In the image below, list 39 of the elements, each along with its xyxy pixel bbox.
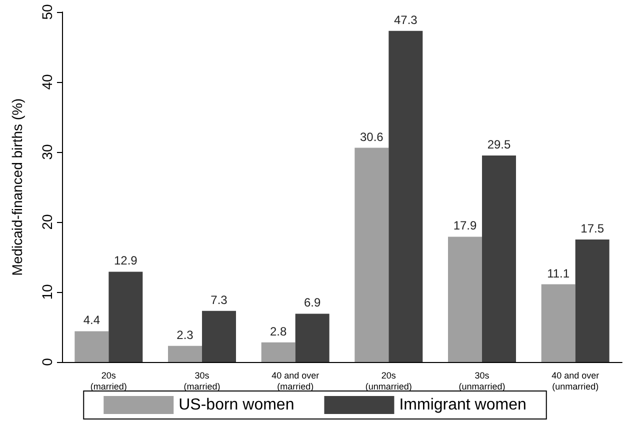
bar (74, 331, 109, 362)
data-label: 6.9 (304, 296, 321, 310)
data-label: 4.4 (83, 313, 100, 328)
data-label: 2.3 (176, 328, 194, 342)
legend-label: US-born women (178, 396, 294, 414)
bar (388, 30, 423, 362)
y-tick-label: 20 (39, 214, 55, 230)
y-tick-label: 40 (39, 74, 55, 90)
bar (261, 342, 296, 362)
data-label: 11.1 (547, 266, 570, 280)
y-tick-label: 50 (39, 4, 55, 20)
bar (575, 240, 610, 362)
x-tick-label: 20s (unmarried) (365, 370, 412, 392)
data-label: 17.9 (453, 218, 477, 233)
bar (354, 148, 389, 362)
bar (295, 314, 330, 362)
data-label: 30.6 (360, 130, 384, 144)
bar (168, 346, 202, 362)
bar (202, 310, 236, 362)
data-label: 12.9 (114, 254, 138, 268)
x-tick-label: 40 and over (married) (272, 370, 320, 392)
y-tick-label: 30 (39, 144, 55, 160)
data-label: 2.8 (270, 324, 287, 338)
data-label: 7.3 (210, 292, 228, 307)
bar (541, 284, 576, 362)
x-tick-label: 30s (unmarried) (458, 370, 506, 392)
y-tick-label: 10 (39, 284, 55, 300)
data-label: 17.5 (580, 222, 604, 236)
bar (482, 156, 516, 362)
x-tick-label: 30s (married) (184, 370, 220, 392)
legend-label: Immigrant women (399, 396, 526, 414)
data-label: 29.5 (487, 138, 511, 152)
bar (448, 236, 482, 362)
data-label: 47.3 (394, 12, 418, 27)
x-tick-label: 40 and over (unmarried) (552, 370, 600, 392)
x-tick-label: 20s (married) (90, 370, 127, 392)
bar (108, 272, 143, 362)
y-axis-title: Medicaid-financed births (%) (9, 98, 25, 276)
y-tick-label: 0 (39, 358, 55, 366)
